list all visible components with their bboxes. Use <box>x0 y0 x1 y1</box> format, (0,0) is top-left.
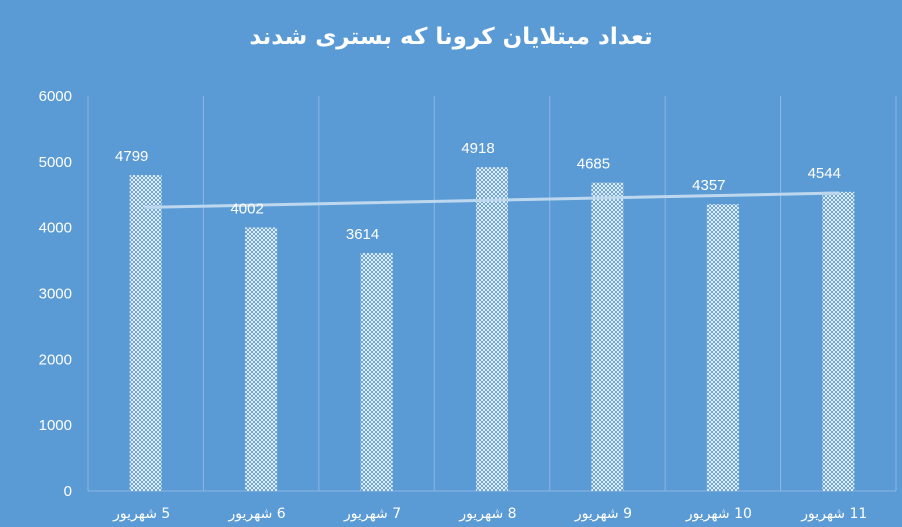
bar <box>245 227 278 491</box>
bar <box>706 204 739 491</box>
chart-title: تعداد مبتلایان کرونا که بستری شدند <box>249 24 652 50</box>
y-tick-label: 4000 <box>39 220 72 237</box>
y-tick-label: 5000 <box>39 154 72 171</box>
bar <box>822 191 855 491</box>
bar <box>591 182 624 491</box>
y-tick-label: 2000 <box>39 351 72 368</box>
trendline <box>144 191 840 209</box>
label-layer: 4799 4002 3614 4918 4685 4357 4544 <box>115 140 841 243</box>
x-tick-label: 6 شهریور <box>228 506 286 522</box>
x-tick-label: 10 شهریور <box>685 506 752 522</box>
data-label: 4544 <box>808 165 841 182</box>
bar-layer <box>129 167 855 491</box>
bar <box>476 167 508 491</box>
y-tick-label: 6000 <box>39 88 72 105</box>
data-label: 4357 <box>692 177 725 194</box>
x-axis: 5 شهریور 6 شهریور 7 شهریور 8 شهریور 9 شهریور… <box>112 506 867 522</box>
data-label: 4918 <box>461 140 494 157</box>
bar <box>129 175 162 491</box>
trend-layer <box>144 191 840 209</box>
data-label: 4685 <box>577 156 610 173</box>
y-axis: 0 1000 2000 3000 4000 5000 6000 <box>39 88 72 500</box>
data-label: 4002 <box>230 201 263 218</box>
y-tick-label: 1000 <box>39 417 72 434</box>
x-tick-label: 11 شهریور <box>800 506 867 522</box>
y-tick-label: 3000 <box>39 286 72 303</box>
x-tick-label: 7 شهریور <box>343 506 401 522</box>
data-label: 4799 <box>115 148 148 165</box>
x-tick-label: 9 شهریور <box>574 506 632 522</box>
y-tick-label: 0 <box>64 483 72 500</box>
x-tick-label: 5 شهریور <box>112 506 170 522</box>
bar <box>360 253 393 491</box>
data-label: 3614 <box>346 226 379 243</box>
x-tick-label: 8 شهریور <box>458 506 516 522</box>
